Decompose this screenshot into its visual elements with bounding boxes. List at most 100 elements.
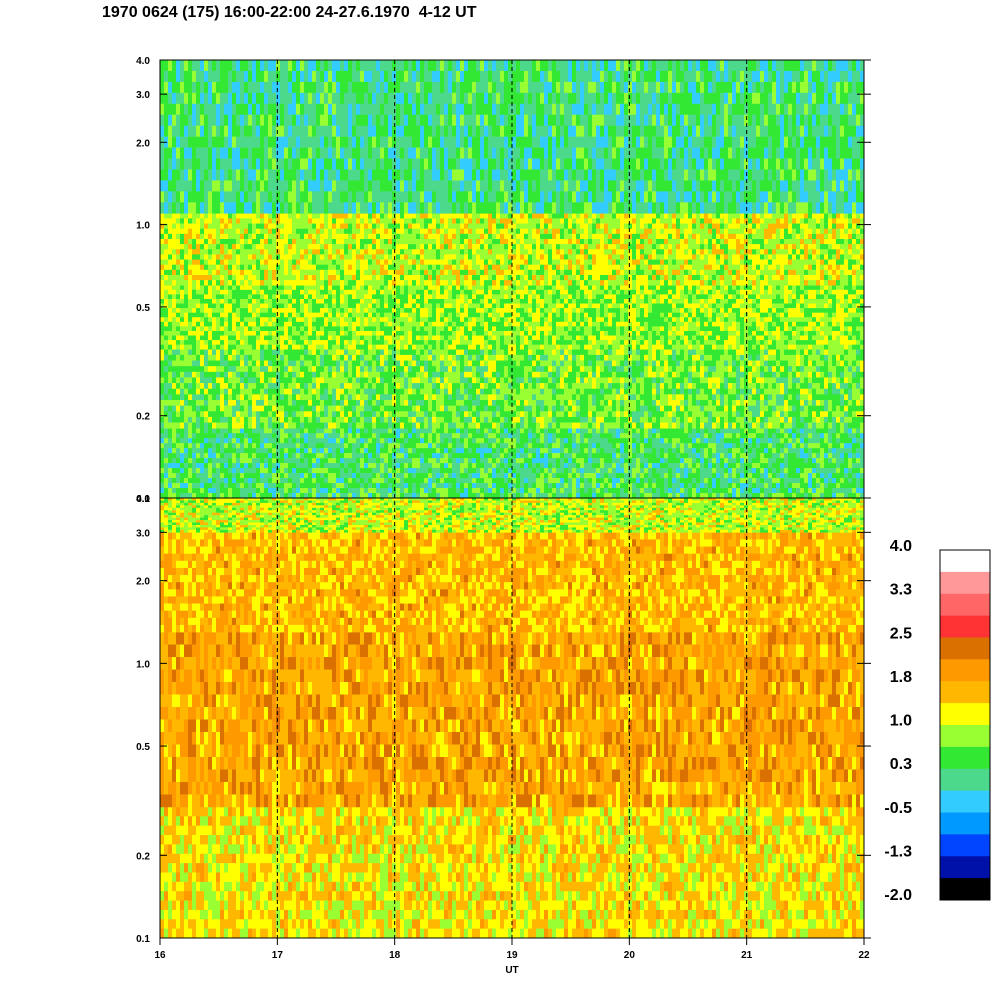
heatmap-cell bbox=[440, 433, 445, 439]
heatmap-cell bbox=[408, 458, 413, 464]
heatmap-cell bbox=[392, 360, 397, 367]
heatmap-cell bbox=[796, 377, 801, 384]
heatmap-cell bbox=[240, 428, 245, 434]
heatmap-cell bbox=[820, 422, 825, 429]
heatmap-cell bbox=[268, 405, 273, 412]
heatmap-cell bbox=[536, 443, 541, 449]
heatmap-cell bbox=[276, 422, 281, 429]
heatmap-cell bbox=[548, 394, 553, 401]
heatmap-cell bbox=[712, 478, 717, 484]
heatmap-cell bbox=[524, 448, 529, 454]
heatmap-cell bbox=[704, 366, 709, 373]
heatmap-cell bbox=[432, 400, 437, 406]
heatmap-cell bbox=[540, 448, 545, 454]
heatmap-cell bbox=[684, 493, 689, 499]
heatmap-cell bbox=[528, 493, 533, 499]
heatmap-cell bbox=[428, 366, 433, 373]
heatmap-cell bbox=[312, 360, 317, 367]
heatmap-cell bbox=[704, 488, 709, 494]
heatmap-cell bbox=[304, 453, 309, 459]
heatmap-cell bbox=[264, 354, 269, 361]
heatmap-cell bbox=[820, 400, 825, 406]
heatmap-cell bbox=[264, 463, 269, 469]
heatmap-cell bbox=[524, 366, 529, 373]
heatmap-cell bbox=[748, 483, 753, 489]
heatmap-cell bbox=[812, 411, 817, 418]
heatmap-cell bbox=[336, 438, 341, 444]
heatmap-cell bbox=[440, 493, 445, 499]
heatmap-cell bbox=[832, 411, 837, 418]
heatmap-cell bbox=[592, 488, 597, 494]
heatmap-cell bbox=[580, 422, 585, 429]
heatmap-cell bbox=[344, 366, 349, 373]
heatmap-cell bbox=[788, 400, 793, 406]
heatmap-cell bbox=[500, 463, 505, 469]
heatmap-cell bbox=[720, 366, 725, 373]
heatmap-cell bbox=[620, 405, 625, 412]
heatmap-cell bbox=[164, 448, 169, 454]
heatmap-cell bbox=[276, 285, 281, 291]
heatmap-cell bbox=[168, 458, 173, 464]
heatmap-cell bbox=[520, 458, 525, 464]
heatmap-cell bbox=[492, 468, 497, 474]
heatmap-cell bbox=[728, 400, 733, 406]
heatmap-cell bbox=[684, 416, 689, 423]
heatmap-cell bbox=[236, 433, 241, 439]
heatmap-cell bbox=[384, 463, 389, 469]
heatmap-cell bbox=[384, 360, 389, 367]
heatmap-cell bbox=[632, 483, 637, 489]
heatmap-cell bbox=[592, 354, 597, 361]
heatmap-cell bbox=[796, 383, 801, 390]
heatmap-cell bbox=[728, 416, 733, 423]
heatmap-cell bbox=[592, 394, 597, 401]
heatmap-cell bbox=[648, 463, 653, 469]
heatmap-cell bbox=[376, 468, 381, 474]
heatmap-cell bbox=[340, 448, 345, 454]
heatmap-cell bbox=[508, 400, 513, 406]
heatmap-cell bbox=[392, 488, 397, 494]
heatmap-cell bbox=[392, 458, 397, 464]
heatmap-cell bbox=[684, 422, 689, 429]
heatmap-cell bbox=[792, 354, 797, 361]
heatmap-cell bbox=[368, 377, 373, 384]
heatmap-cell bbox=[856, 377, 861, 384]
heatmap-cell bbox=[820, 458, 825, 464]
heatmap-cell bbox=[184, 366, 189, 373]
heatmap-cell bbox=[800, 371, 805, 378]
heatmap-cell bbox=[688, 443, 693, 449]
heatmap-cell bbox=[604, 416, 609, 423]
heatmap-cell bbox=[280, 349, 285, 356]
heatmap-cell bbox=[548, 448, 553, 454]
heatmap-cell bbox=[676, 383, 681, 390]
heatmap-cell bbox=[832, 400, 837, 406]
heatmap-cell bbox=[844, 438, 849, 444]
heatmap-cell bbox=[752, 349, 757, 356]
heatmap-cell bbox=[652, 473, 657, 479]
heatmap-cell bbox=[300, 285, 305, 291]
heatmap-cell bbox=[320, 433, 325, 439]
heatmap-cell bbox=[548, 463, 553, 469]
heatmap-cell bbox=[624, 377, 629, 384]
heatmap-cell bbox=[664, 468, 669, 474]
heatmap-cell bbox=[408, 388, 413, 395]
heatmap-cell bbox=[512, 354, 517, 361]
heatmap-cell bbox=[836, 433, 841, 439]
heatmap-cell bbox=[276, 411, 281, 418]
heatmap-cell bbox=[644, 360, 649, 367]
heatmap-cell bbox=[836, 400, 841, 406]
heatmap-cell bbox=[388, 383, 393, 390]
heatmap-cell bbox=[460, 443, 465, 449]
heatmap-cell bbox=[444, 354, 449, 361]
heatmap-cell bbox=[432, 463, 437, 469]
heatmap-cell bbox=[160, 488, 165, 494]
heatmap-cell bbox=[556, 488, 561, 494]
heatmap-cell bbox=[524, 443, 529, 449]
heatmap-cell bbox=[212, 360, 217, 367]
heatmap-cell bbox=[676, 366, 681, 373]
heatmap-cell bbox=[328, 443, 333, 449]
heatmap-cell bbox=[260, 371, 265, 378]
heatmap-cell bbox=[540, 371, 545, 378]
heatmap-cell bbox=[800, 422, 805, 429]
heatmap-cell bbox=[736, 433, 741, 439]
heatmap-cell bbox=[512, 433, 517, 439]
